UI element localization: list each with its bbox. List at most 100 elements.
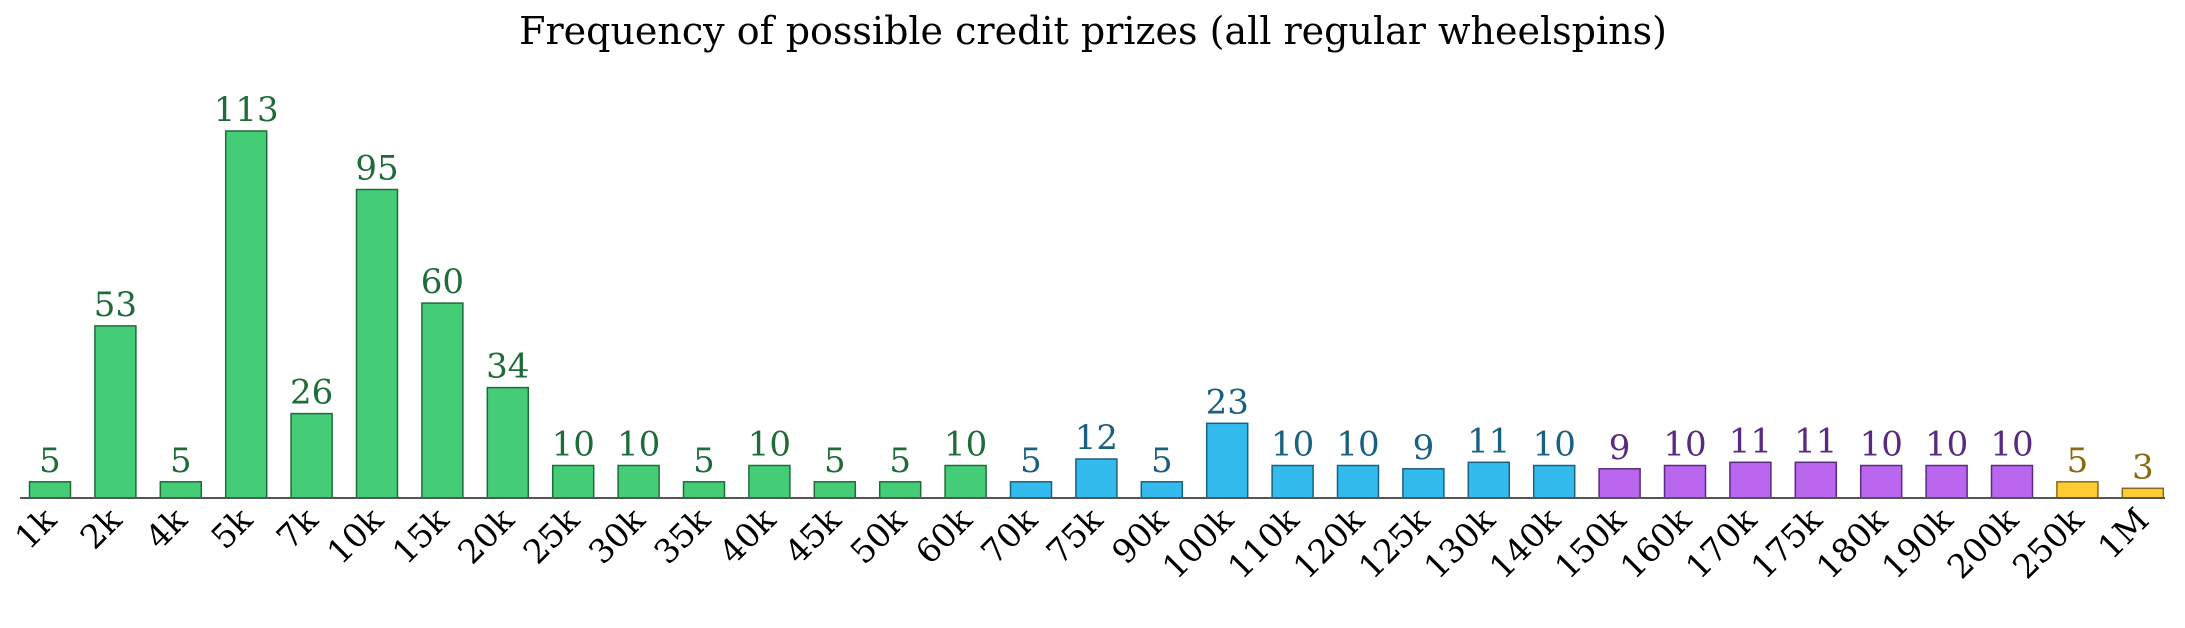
data-label-160k: 10	[1663, 425, 1706, 465]
bar-10k	[355, 188, 399, 499]
bar-75k	[1075, 458, 1118, 499]
tick-label-25k: 25k	[515, 499, 587, 571]
tick-label-7k: 7k	[269, 499, 326, 556]
bar-100k	[1205, 422, 1249, 499]
bar-15k	[421, 302, 464, 499]
data-label-90k: 5	[1151, 441, 1173, 481]
bar-2k	[94, 325, 137, 499]
tick-label-50k: 50k	[842, 499, 914, 571]
data-label-150k: 9	[1609, 428, 1631, 468]
tick-label-150k: 150k	[1547, 499, 1634, 586]
bar-190k	[1925, 464, 1968, 499]
tick-label-2k: 2k	[72, 499, 129, 556]
tick-label-140k: 140k	[1482, 499, 1569, 586]
data-label-40k: 10	[748, 425, 791, 465]
bar-4k	[159, 481, 203, 499]
tick-label-110k: 110k	[1220, 499, 1307, 586]
data-label-2k: 53	[94, 285, 137, 325]
bar-140k	[1532, 464, 1576, 499]
tick-label-100k: 100k	[1155, 499, 1242, 586]
tick-label-250k: 250k	[2005, 499, 2092, 586]
data-label-200k: 10	[1990, 425, 2033, 465]
bar-125k	[1402, 468, 1445, 499]
bar-5k	[224, 130, 268, 499]
tick-label-180k: 180k	[1809, 499, 1896, 586]
data-label-10k: 95	[355, 149, 398, 189]
data-label-70k: 5	[1020, 441, 1042, 481]
tick-label-1M: 1M	[2090, 500, 2156, 566]
bar-1M	[2121, 487, 2165, 499]
tick-label-1k: 1k	[7, 499, 64, 556]
bar-40k	[748, 464, 791, 499]
bar-250k	[2056, 481, 2099, 499]
bar-175k	[1794, 461, 1838, 499]
tick-label-10k: 10k	[319, 499, 391, 571]
data-label-175k: 11	[1794, 421, 1837, 461]
tick-label-20k: 20k	[450, 499, 522, 571]
data-label-5k: 113	[214, 90, 279, 130]
data-label-60k: 10	[944, 425, 987, 465]
bar-50k	[878, 481, 922, 499]
data-label-120k: 10	[1336, 425, 1379, 465]
x-tick-labels-layer: 1k 2k 4k 5k 7k10k15k20k25k30k35k40k45k50k60k…	[7, 499, 2156, 586]
data-label-130k: 11	[1467, 421, 1510, 461]
data-label-15k: 60	[421, 262, 464, 302]
data-label-180k: 10	[1860, 425, 1903, 465]
bar-25k	[551, 464, 595, 499]
tick-label-15k: 15k	[385, 499, 457, 571]
data-label-50k: 5	[889, 441, 911, 481]
tick-label-4k: 4k	[138, 499, 195, 556]
bar-7k	[290, 412, 333, 499]
bar-170k	[1729, 461, 1772, 499]
bar-150k	[1598, 468, 1641, 499]
data-label-190k: 10	[1925, 425, 1968, 465]
tick-label-170k: 170k	[1678, 499, 1765, 586]
data-label-45k: 5	[824, 441, 846, 481]
tick-label-30k: 30k	[581, 499, 653, 571]
data-label-125k: 9	[1413, 428, 1435, 468]
tick-label-35k: 35k	[646, 499, 718, 571]
bar-130k	[1467, 461, 1511, 499]
data-label-4k: 5	[170, 441, 192, 481]
tick-label-5k: 5k	[203, 499, 260, 556]
bar-160k	[1663, 464, 1707, 499]
data-label-250k: 5	[2067, 441, 2089, 481]
data-label-1k: 5	[39, 441, 61, 481]
tick-label-160k: 160k	[1612, 499, 1699, 586]
data-label-30k: 10	[617, 425, 660, 465]
data-label-7k: 26	[290, 373, 333, 413]
chart-title: Frequency of possible credit prizes (all…	[519, 9, 1667, 53]
tick-label-70k: 70k	[973, 499, 1045, 571]
tick-label-190k: 190k	[1874, 499, 1961, 586]
bar-70k	[1009, 481, 1053, 499]
bar-200k	[1990, 464, 2034, 499]
bar-1k	[28, 481, 72, 499]
tick-label-175k: 175k	[1743, 499, 1830, 586]
data-label-110k: 10	[1271, 425, 1314, 465]
bar-90k	[1140, 481, 1184, 499]
bar-110k	[1271, 464, 1314, 499]
tick-label-45k: 45k	[777, 499, 849, 571]
data-label-170k: 11	[1729, 421, 1772, 461]
bar-45k	[813, 481, 857, 499]
tick-label-40k: 40k	[712, 499, 784, 571]
tick-label-60k: 60k	[908, 499, 980, 571]
data-label-75k: 12	[1075, 418, 1118, 458]
tick-label-130k: 130k	[1416, 499, 1503, 586]
tick-label-125k: 125k	[1351, 499, 1438, 586]
bar-20k	[486, 386, 530, 499]
bar-35k	[682, 481, 726, 499]
tick-label-200k: 200k	[1939, 499, 2026, 586]
bar-60k	[944, 464, 987, 499]
data-label-140k: 10	[1533, 425, 1576, 465]
bar-180k	[1859, 464, 1903, 499]
bars-layer	[28, 130, 2165, 499]
bar-30k	[617, 464, 660, 499]
tick-label-120k: 120k	[1285, 499, 1372, 586]
tick-label-75k: 75k	[1039, 499, 1111, 571]
data-label-35k: 5	[693, 441, 715, 481]
bar-120k	[1336, 464, 1380, 499]
data-label-100k: 23	[1206, 382, 1249, 422]
